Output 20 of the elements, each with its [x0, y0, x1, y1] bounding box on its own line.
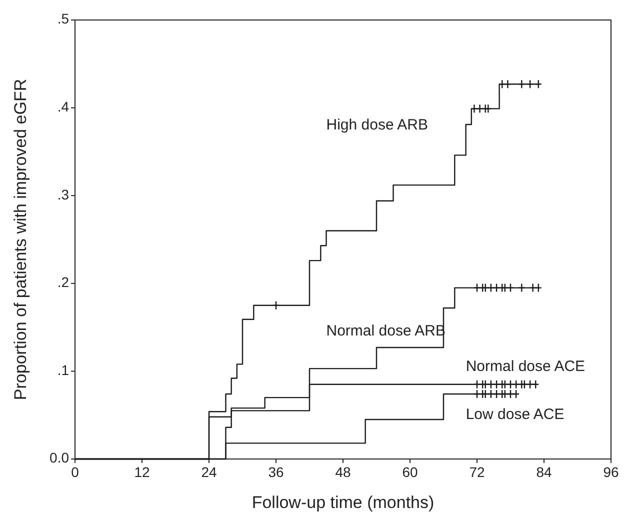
- x-tick-label: 24: [201, 464, 217, 480]
- y-tick-label: .4: [57, 98, 70, 115]
- x-axis-title: Follow-up time (months): [252, 493, 434, 512]
- series-label: Low dose ACE: [466, 406, 564, 424]
- text: High dose ARB: [326, 116, 428, 134]
- x-tick-label: 48: [335, 464, 351, 480]
- x-tick-label: 60: [402, 464, 418, 480]
- y-tick-label: .5: [57, 10, 70, 27]
- series-label: Normal dose ACE: [466, 358, 586, 375]
- x-tick-label: 96: [603, 464, 619, 480]
- y-tick-label: .2: [57, 274, 70, 290]
- y-tick-label: .3: [57, 186, 70, 202]
- x-tick-label: 0: [71, 464, 80, 480]
- x-tick-label: 84: [536, 464, 552, 480]
- y-tick-label: 0.0: [50, 450, 70, 466]
- x-tick-label: 12: [134, 464, 150, 480]
- x-tick-label: 36: [268, 464, 284, 480]
- y-axis-title: Proportion of patients with improved eGFR: [11, 78, 30, 400]
- x-tick-label: 72: [469, 464, 485, 480]
- y-tick-label: .1: [57, 362, 70, 378]
